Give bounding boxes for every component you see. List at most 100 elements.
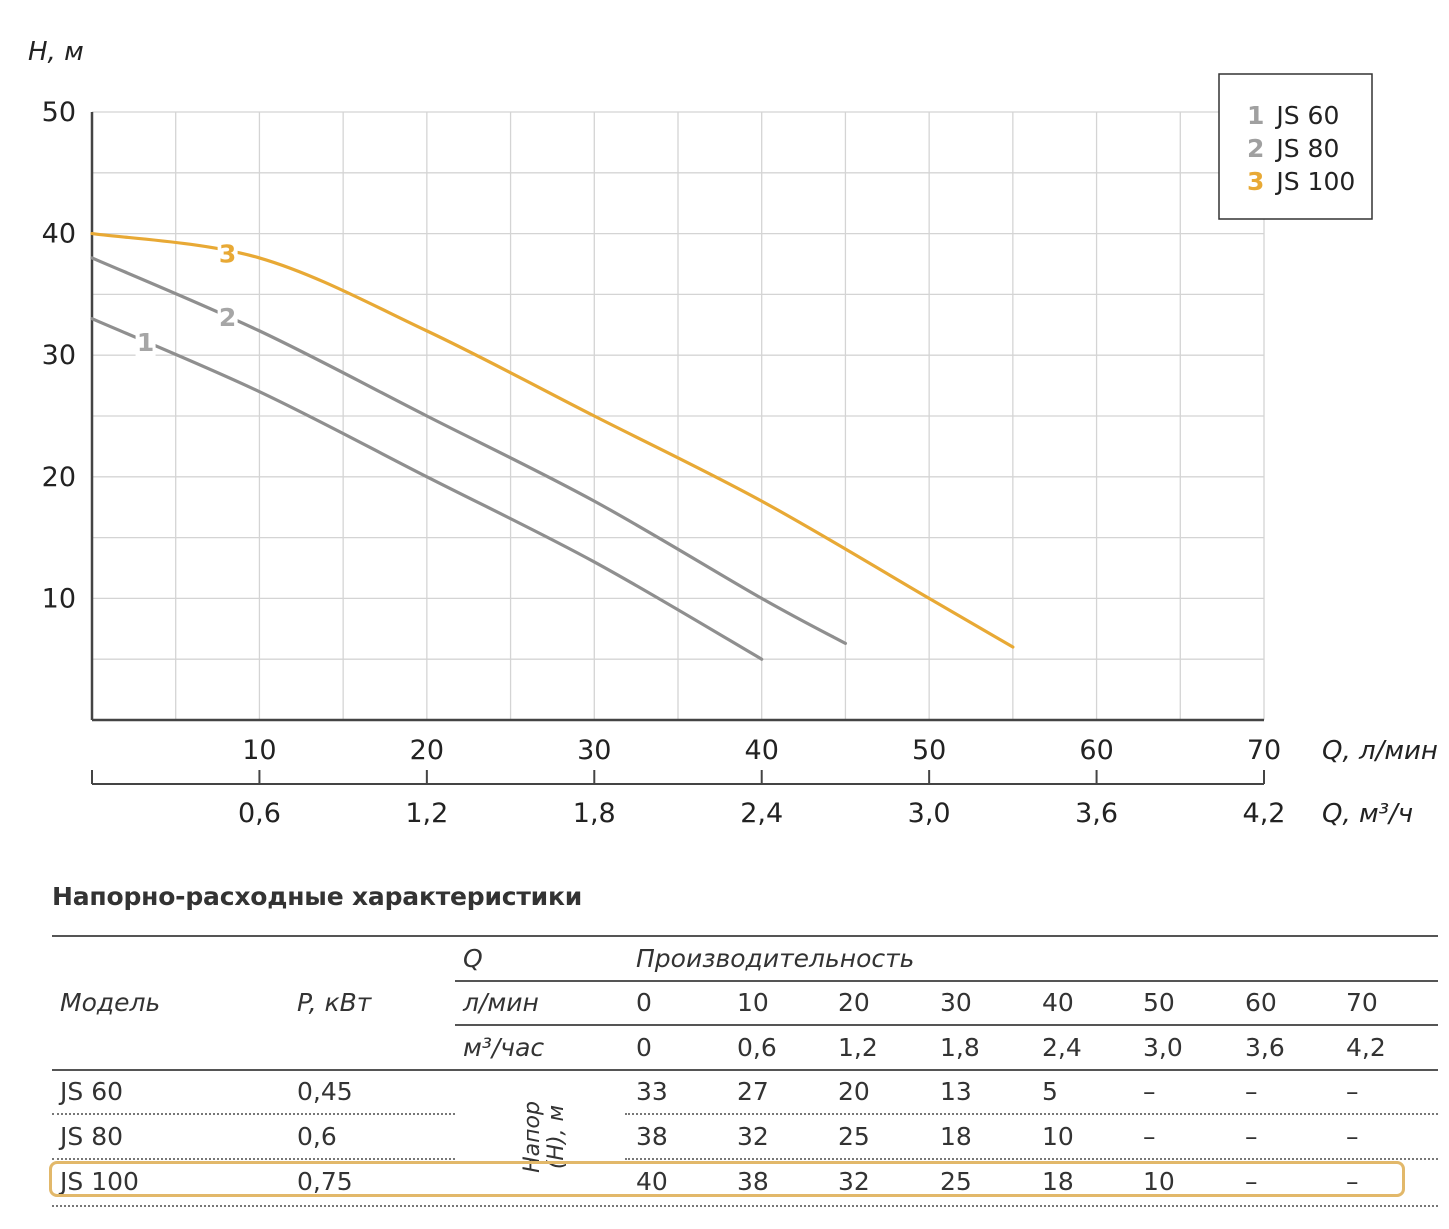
curve-label-bg [135, 326, 156, 357]
lmin-value: 20 [838, 988, 870, 1017]
m3-value: 3,0 [1143, 1033, 1183, 1062]
chart-grid [92, 111, 1265, 720]
table-row-divider [52, 1205, 1438, 1207]
y-tick-label: 10 [42, 583, 76, 614]
y-tick-label: 40 [42, 219, 76, 250]
row-value: 32 [838, 1167, 870, 1196]
y-axis-label: H, м [28, 37, 84, 67]
pump-performance-chart: 10 20 30 40 50 10 20 30 40 50 60 70 0,6 1,2 1,8 2,4 3,0 3… [28, 37, 1438, 829]
x-tick-label: 30 [577, 735, 611, 766]
curve-js-80 [90, 256, 848, 645]
lmin-value: 10 [737, 988, 769, 1017]
row-value: – [1346, 1167, 1359, 1196]
lmin-value: 0 [636, 988, 652, 1017]
x2-tick-label: 3,0 [908, 798, 951, 829]
lmin-value: 60 [1245, 988, 1277, 1017]
curve-label-1: 1 [137, 328, 154, 357]
curve-label-2: 2 [219, 303, 236, 332]
chart-curves [90, 232, 1015, 661]
row-value: – [1245, 1122, 1258, 1151]
y-tick-label: 30 [42, 340, 76, 371]
row-value: 38 [737, 1167, 769, 1196]
row-value: – [1143, 1122, 1156, 1151]
legend: 1 JS 60 2 JS 80 3 JS 100 [1218, 73, 1373, 220]
x2-tick-label: 1,2 [405, 798, 448, 829]
col-header-model: Модель [60, 988, 161, 1017]
curve-js-60 [90, 317, 764, 661]
row-value: 25 [940, 1167, 972, 1196]
legend-num-2: 2 [1247, 134, 1264, 163]
curve-label-3: 3 [219, 239, 236, 268]
x-tick-label: 50 [912, 735, 946, 766]
legend-num-3: 3 [1247, 167, 1264, 196]
row-power: 0,6 [297, 1122, 337, 1151]
row-value: 5 [1042, 1077, 1058, 1106]
y-tick-label: 20 [42, 462, 76, 493]
row-model: JS 60 [60, 1077, 124, 1106]
table-row-divider [625, 1158, 1438, 1160]
js100-row-highlight [49, 1161, 1405, 1197]
table-rule [455, 980, 1438, 982]
x2-tick-label: 1,8 [573, 798, 616, 829]
x2-tick-label: 4,2 [1243, 798, 1286, 829]
legend-item-2: 2 JS 80 [1247, 134, 1339, 163]
q-label: Q [463, 944, 483, 973]
m3-value: 1,2 [838, 1033, 878, 1062]
row-model: JS 80 [60, 1122, 124, 1151]
chart-labels: 1 2 3 [135, 237, 238, 357]
row-power: 0,45 [297, 1077, 353, 1106]
row-value: 25 [838, 1122, 870, 1151]
legend-name-3: JS 100 [1274, 167, 1355, 196]
x-tick-label: 10 [242, 735, 276, 766]
performance-label: Производительность [636, 944, 915, 973]
legend-item-1: 1 JS 60 [1247, 101, 1339, 130]
curve-label-bg [217, 301, 238, 332]
row-value: 10 [1143, 1167, 1175, 1196]
row-value: 32 [737, 1122, 769, 1151]
chart-axes: 10 20 30 40 50 10 20 30 40 50 60 70 0,6 1,2 1,8 2,4 3,0 3… [42, 97, 1286, 829]
x-tick-label: 40 [745, 735, 779, 766]
row-value: 27 [737, 1077, 769, 1106]
x2-axis-label: Q, м³/ч [1322, 799, 1413, 829]
table-top-rule [52, 935, 1438, 937]
row-value: – [1245, 1167, 1258, 1196]
row-value: 18 [940, 1122, 972, 1151]
row-value: – [1346, 1122, 1359, 1151]
x2-tick-label: 2,4 [740, 798, 783, 829]
row-value: 10 [1042, 1122, 1074, 1151]
x-tick-label: 20 [410, 735, 444, 766]
legend-num-1: 1 [1247, 101, 1264, 130]
unit-lmin: л/мин [463, 988, 539, 1017]
x2-tick-label: 3,6 [1075, 798, 1118, 829]
x-tick-label: 60 [1079, 735, 1113, 766]
x-tick-label: 70 [1247, 735, 1281, 766]
table-rule [52, 1069, 1438, 1071]
table-row-divider [52, 1158, 455, 1160]
row-value: 13 [940, 1077, 972, 1106]
row-model: JS 100 [60, 1167, 139, 1196]
row-value: 38 [636, 1122, 668, 1151]
table-row-divider [52, 1113, 455, 1115]
legend-name-1: JS 60 [1274, 101, 1339, 130]
y-tick-label: 50 [42, 97, 76, 128]
lmin-value: 70 [1346, 988, 1378, 1017]
legend-box [1218, 73, 1373, 220]
legend-item-3: 3 JS 100 [1247, 167, 1355, 196]
row-value: 33 [636, 1077, 668, 1106]
x-axis-label: Q, л/мин [1322, 736, 1438, 766]
row-power: 0,75 [297, 1167, 353, 1196]
col-header-power: P, кВт [297, 988, 372, 1017]
table-row-divider [625, 1113, 1438, 1115]
m3-value: 0,6 [737, 1033, 777, 1062]
m3-value: 1,8 [940, 1033, 980, 1062]
table-title: Напорно-расходные характеристики [52, 882, 583, 911]
row-value: – [1346, 1077, 1359, 1106]
m3-value: 0 [636, 1033, 652, 1062]
row-value: – [1245, 1077, 1258, 1106]
lmin-value: 30 [940, 988, 972, 1017]
legend-name-2: JS 80 [1274, 134, 1339, 163]
lmin-value: 50 [1143, 988, 1175, 1017]
curve-label-bg [217, 237, 238, 268]
unit-m3: м³/час [463, 1033, 545, 1062]
m3-value: 3,6 [1245, 1033, 1285, 1062]
